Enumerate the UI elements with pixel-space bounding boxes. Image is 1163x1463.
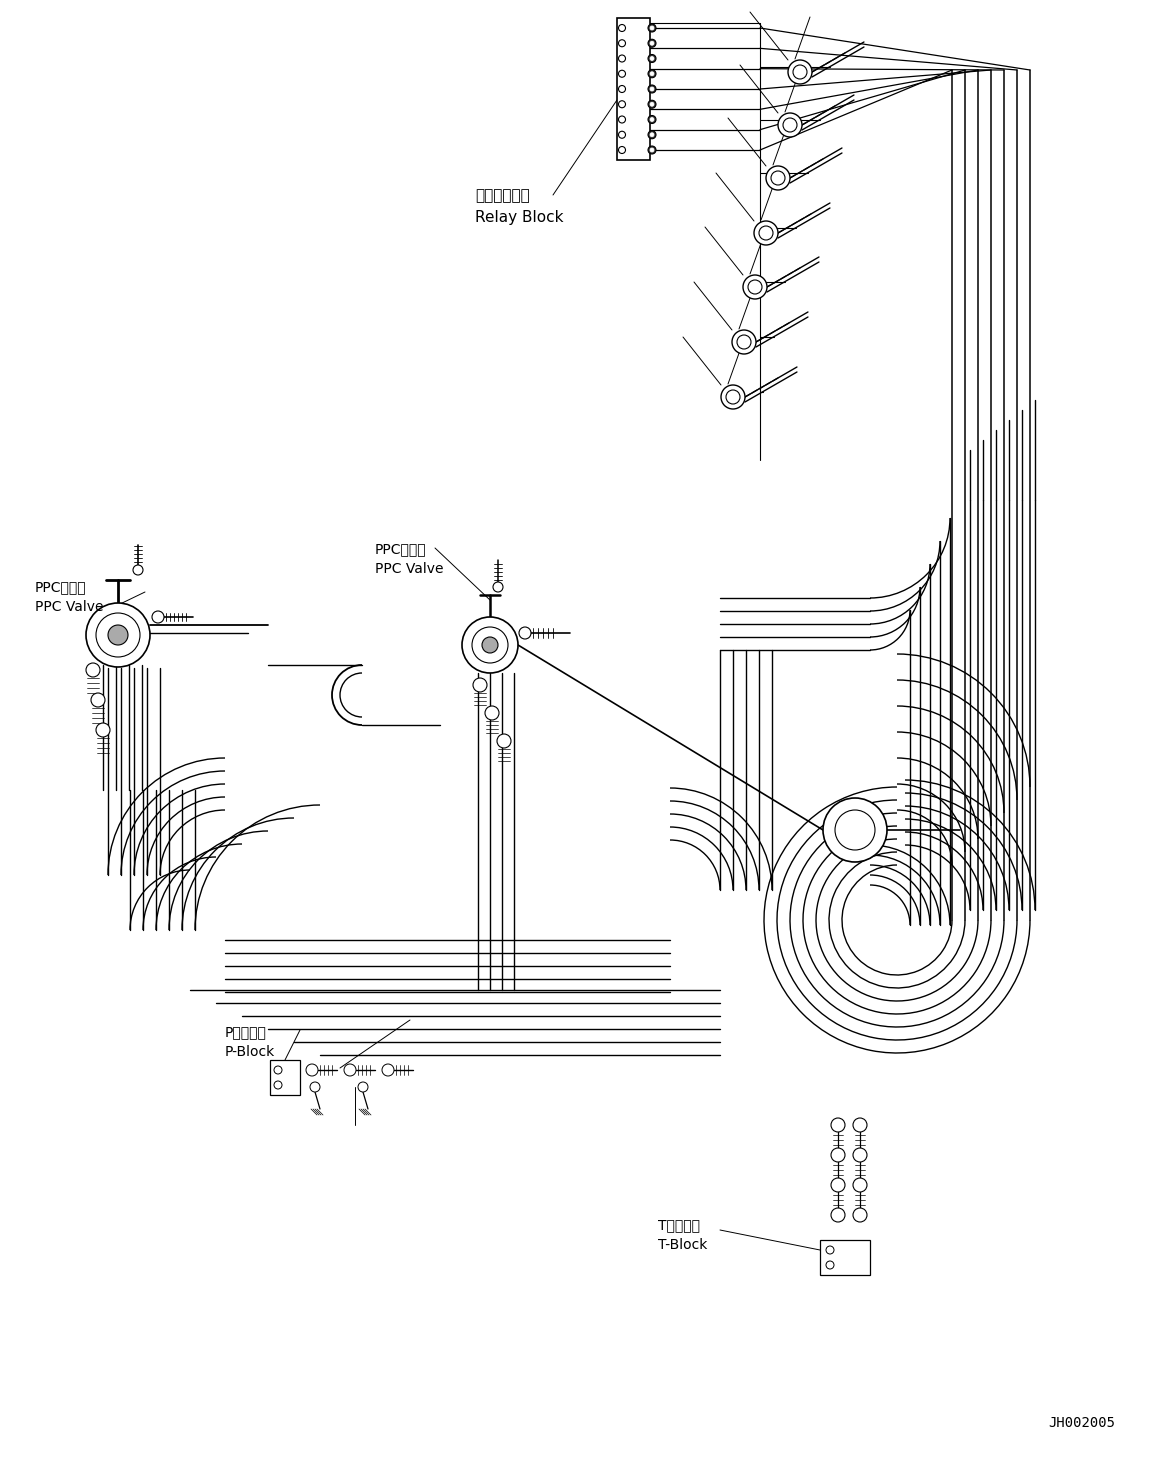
Circle shape [481,636,498,652]
Circle shape [648,101,656,108]
Circle shape [650,148,654,152]
Circle shape [648,70,656,78]
Circle shape [732,331,756,354]
Circle shape [311,1083,320,1091]
Circle shape [648,23,656,32]
Circle shape [344,1064,356,1075]
Circle shape [852,1148,866,1162]
Circle shape [832,1118,846,1132]
Circle shape [721,385,745,410]
Circle shape [737,335,751,350]
Text: 中継ブロック: 中継ブロック [475,189,530,203]
Circle shape [648,54,656,63]
Circle shape [650,117,654,121]
Circle shape [650,57,654,60]
Text: PPC Valve: PPC Valve [35,600,104,614]
Circle shape [619,85,626,92]
Circle shape [823,797,887,862]
Circle shape [650,26,654,31]
Circle shape [274,1081,281,1088]
Circle shape [852,1118,866,1132]
Circle shape [619,70,626,78]
Circle shape [726,391,740,404]
Circle shape [619,101,626,108]
Circle shape [519,628,531,639]
Text: PPCバルブ: PPCバルブ [374,541,427,556]
Text: Relay Block: Relay Block [475,211,564,225]
Circle shape [793,64,807,79]
Text: Tブロック: Tブロック [658,1219,700,1232]
Circle shape [650,86,654,91]
Circle shape [766,165,790,190]
Circle shape [783,119,797,132]
Circle shape [852,1178,866,1192]
Circle shape [108,625,128,645]
Circle shape [274,1067,281,1074]
Text: PPCバルブ: PPCバルブ [35,579,86,594]
Circle shape [650,133,654,136]
Circle shape [306,1064,317,1075]
Circle shape [472,628,508,663]
Circle shape [648,40,656,47]
Circle shape [648,85,656,94]
Circle shape [619,56,626,61]
Circle shape [826,1246,834,1254]
Circle shape [789,60,812,83]
Circle shape [91,693,105,707]
Circle shape [648,130,656,139]
Circle shape [648,146,656,154]
Circle shape [619,116,626,123]
Circle shape [497,734,511,748]
Circle shape [650,72,654,76]
Circle shape [748,279,762,294]
Text: Pブロック: Pブロック [224,1026,266,1039]
Circle shape [835,811,875,850]
Circle shape [650,41,654,45]
Text: T-Block: T-Block [658,1238,707,1252]
Circle shape [650,102,654,107]
Circle shape [826,1261,834,1268]
Bar [270,1061,300,1094]
Text: P-Block: P-Block [224,1045,276,1059]
Circle shape [648,116,656,123]
Circle shape [759,225,773,240]
Circle shape [754,221,778,244]
Circle shape [832,1148,846,1162]
Circle shape [86,663,100,677]
Text: PPC Valve: PPC Valve [374,562,443,576]
Circle shape [619,146,626,154]
Circle shape [832,1178,846,1192]
Circle shape [86,603,150,667]
Circle shape [358,1083,368,1091]
Text: JH002005: JH002005 [1048,1416,1115,1429]
Circle shape [832,1208,846,1222]
Circle shape [493,582,504,593]
Circle shape [152,612,164,623]
Circle shape [97,723,110,737]
Circle shape [381,1064,394,1075]
Circle shape [619,25,626,32]
Circle shape [462,617,518,673]
Circle shape [619,132,626,138]
Circle shape [97,613,140,657]
Circle shape [473,677,487,692]
Bar [618,18,650,159]
Circle shape [771,171,785,184]
Circle shape [619,40,626,47]
Circle shape [743,275,768,298]
Circle shape [778,113,802,138]
Circle shape [852,1208,866,1222]
Circle shape [133,565,143,575]
Circle shape [485,707,499,720]
Bar [820,1241,870,1274]
